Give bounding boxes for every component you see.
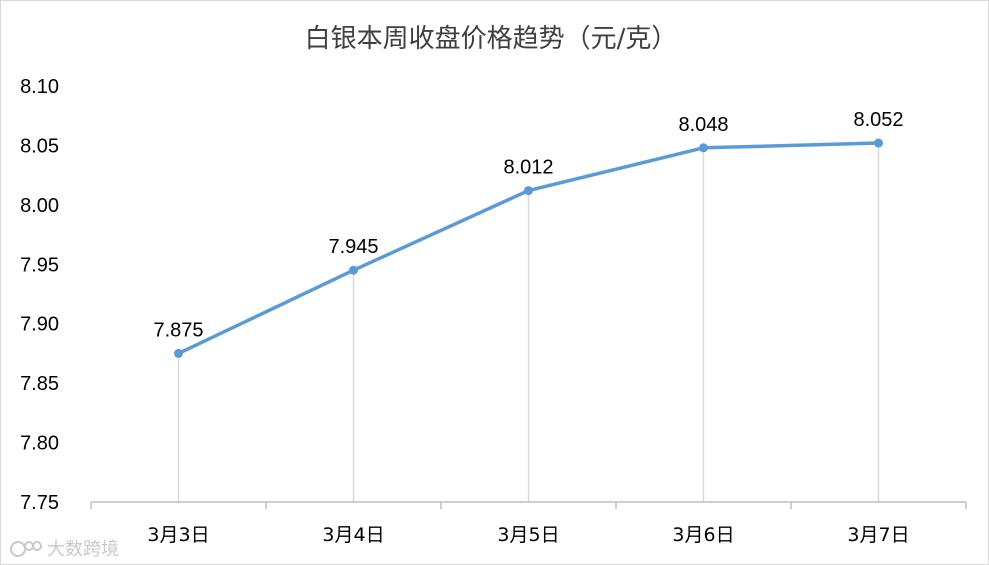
x-tick-label: 3月6日 bbox=[672, 524, 734, 546]
brand-logo-icon bbox=[10, 541, 42, 557]
data-point bbox=[699, 143, 708, 153]
y-tick-label: 7.85 bbox=[20, 373, 59, 395]
data-label: 8.052 bbox=[853, 109, 903, 131]
y-tick-label: 8.10 bbox=[20, 76, 59, 98]
y-axis: 7.75 7.80 7.85 7.90 7.95 8.00 8.05 8.10 bbox=[20, 76, 59, 514]
data-point bbox=[349, 265, 358, 275]
y-tick-label: 8.05 bbox=[20, 135, 59, 157]
watermark: 大数跨境 bbox=[9, 535, 119, 561]
data-label: 8.012 bbox=[503, 157, 553, 179]
data-label: 8.048 bbox=[678, 114, 728, 136]
data-point bbox=[524, 186, 533, 196]
x-tick-label: 3月3日 bbox=[147, 524, 209, 546]
data-point bbox=[174, 348, 183, 358]
watermark-text: 大数跨境 bbox=[47, 539, 119, 560]
y-tick-label: 7.95 bbox=[20, 254, 59, 276]
x-tick-label: 3月5日 bbox=[497, 524, 559, 546]
y-tick-label: 7.80 bbox=[20, 433, 59, 455]
y-tick-label: 8.00 bbox=[20, 195, 59, 217]
y-tick-label: 7.75 bbox=[20, 492, 59, 514]
data-labels: 7.875 7.945 8.012 8.048 8.052 bbox=[153, 109, 903, 341]
chart-title: 白银本周收盘价格趋势（元/克） bbox=[305, 24, 678, 54]
x-tick-label: 3月7日 bbox=[847, 524, 909, 546]
series-group bbox=[174, 138, 883, 358]
data-point bbox=[874, 138, 883, 148]
data-label: 7.875 bbox=[153, 319, 203, 341]
x-tick-label: 3月4日 bbox=[322, 524, 384, 546]
data-label: 7.945 bbox=[328, 236, 378, 258]
x-axis: 3月3日 3月4日 3月5日 3月6日 3月7日 bbox=[90, 501, 967, 546]
y-tick-label: 7.90 bbox=[20, 314, 59, 336]
drop-lines bbox=[177, 143, 880, 502]
